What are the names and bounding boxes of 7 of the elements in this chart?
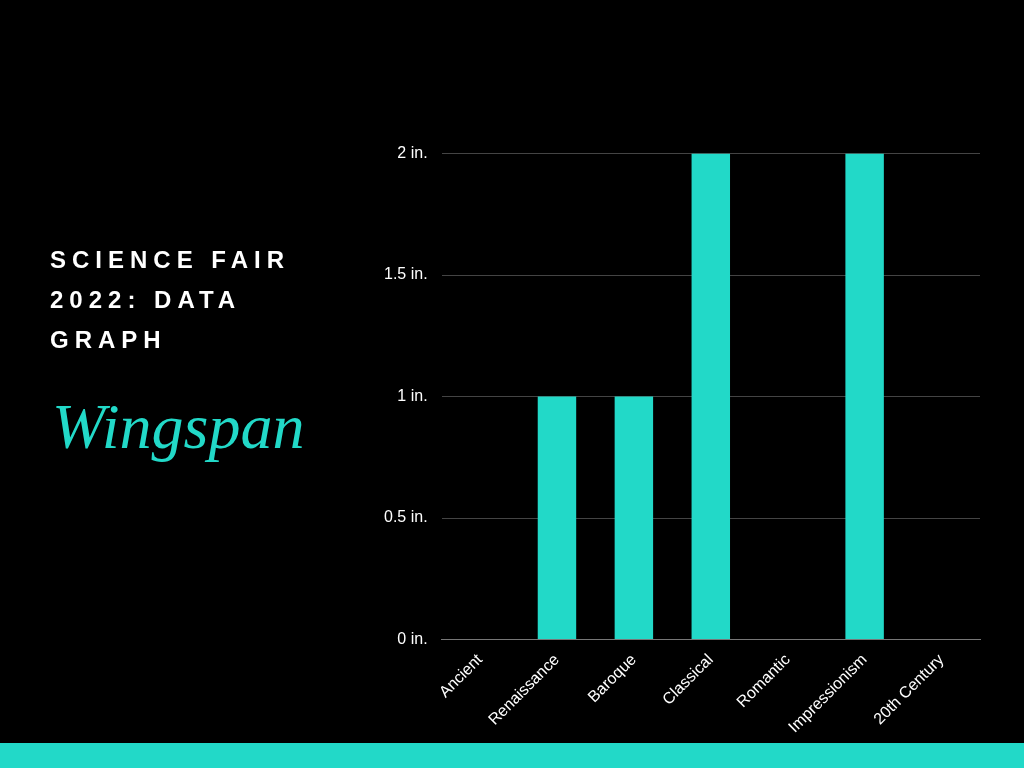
y-tick-label: 2 in. — [397, 144, 428, 162]
text: SCIENCE FAIR 2022: DATA GRAPH — [50, 245, 292, 355]
y-tick-label: 1.5 in. — [383, 265, 428, 283]
y-tick-label: 0.5 in. — [383, 508, 428, 526]
y-tick-label: 0 in. — [397, 629, 428, 647]
text: Wingspan — [52, 390, 305, 464]
y-tick-label: 1 in. — [397, 386, 428, 404]
